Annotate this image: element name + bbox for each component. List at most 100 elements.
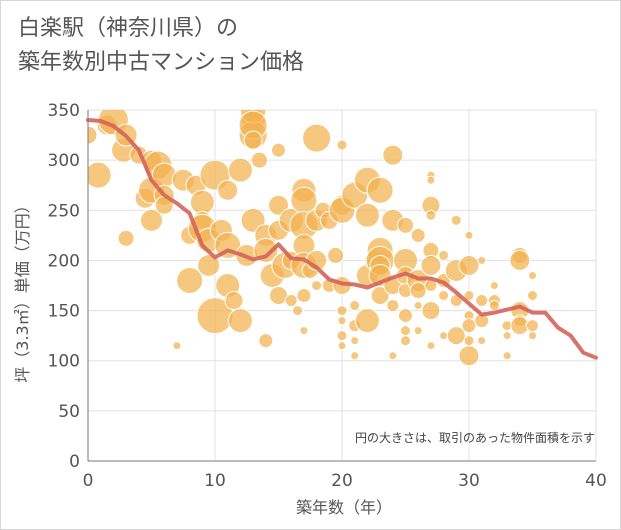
bubble-point: [268, 194, 289, 216]
bubble-point: [409, 282, 427, 300]
trend-line: [86, 118, 598, 360]
bubble-point: [197, 253, 221, 277]
bubble-point: [463, 290, 475, 302]
bubble-point: [509, 249, 531, 271]
bubble-point: [243, 130, 263, 150]
bubble-point: [386, 299, 400, 313]
bubble-point: [88, 125, 98, 145]
bubble-point: [388, 351, 398, 361]
bubble-point: [217, 179, 239, 201]
bubble-point: [400, 335, 411, 347]
bubble-point: [327, 246, 345, 264]
bubble-point: [354, 308, 380, 334]
axes: 0 50 100 150 200 250 300 350 0 10 20 30 40: [48, 101, 607, 491]
bubble-point: [528, 270, 537, 280]
bubble-point: [397, 216, 414, 234]
bubble-point: [446, 326, 466, 346]
bubble-point: [450, 214, 462, 226]
bubble-point: [227, 308, 253, 334]
bubble-point: [337, 341, 347, 351]
bubble-point: [299, 326, 309, 336]
bubble-point: [292, 305, 304, 317]
bubble-point: [349, 300, 361, 312]
bubble-point: [224, 291, 244, 311]
y-tick-label: 300: [48, 151, 80, 171]
bubble-point: [413, 326, 423, 336]
x-tick-label: 10: [204, 471, 226, 491]
bubble-point: [420, 254, 442, 276]
bubble-point: [425, 209, 437, 221]
bubble-point: [400, 325, 411, 337]
bubble-point: [366, 176, 394, 204]
bubble-series: [88, 110, 539, 367]
bubble-point: [421, 301, 441, 321]
bubble-point: [258, 333, 274, 349]
bubble-point: [189, 189, 215, 215]
y-tick-label: 250: [48, 201, 80, 221]
bubble-point: [528, 331, 537, 341]
bubble-point: [296, 288, 312, 304]
y-tick-label: 200: [48, 251, 80, 271]
bubble-point: [336, 305, 348, 317]
y-axis-title: 坪（3.3㎡）単価（万円）: [13, 197, 32, 382]
x-tick-label: 40: [585, 471, 607, 491]
bubble-point: [176, 266, 204, 294]
bubble-point: [172, 341, 182, 351]
bubble-point: [502, 351, 512, 361]
bubble-point: [311, 280, 323, 291]
bubble-point: [370, 286, 390, 306]
bubble-point: [461, 318, 477, 334]
bubble-point: [88, 161, 112, 189]
bubble-point: [350, 351, 360, 361]
bubble-point: [117, 229, 135, 247]
chart-title-line2: 築年数別中古マンション価格: [18, 50, 305, 75]
y-tick-label: 350: [48, 101, 80, 121]
bubble-point: [438, 249, 450, 261]
trend-line-group: [86, 118, 598, 360]
bubble-point: [227, 157, 253, 183]
x-axis-title: 築年数（年）: [296, 498, 392, 517]
bubble-point: [250, 151, 268, 169]
bubble-point: [439, 331, 449, 341]
y-tick-label: 50: [58, 402, 80, 422]
bubble-point: [382, 144, 404, 166]
bubble-point: [502, 331, 512, 341]
bubble-point: [463, 335, 475, 347]
bubble-point: [413, 301, 423, 311]
bubble-point: [336, 139, 348, 151]
bubble-point: [336, 330, 348, 342]
bubble-point: [489, 281, 499, 290]
bubble-point: [426, 341, 436, 351]
bubble-point: [458, 254, 480, 276]
bubble-point: [398, 308, 413, 324]
bubble-point: [464, 230, 474, 240]
bubble-point: [527, 290, 538, 302]
x-tick-label: 20: [331, 471, 353, 491]
bubble-point: [477, 336, 487, 346]
chart-title: 白楽駅（神奈川県）の 築年数別中古マンション価格: [18, 12, 304, 80]
bubble-point: [410, 227, 426, 243]
bubble-point: [477, 255, 487, 265]
bubble-point: [337, 316, 347, 326]
bubble-point: [290, 186, 318, 214]
bubble-point: [488, 300, 500, 312]
bubble-point: [458, 345, 480, 367]
bubble-point: [438, 290, 450, 302]
bubble-point: [350, 336, 360, 346]
chart-title-line1: 白楽駅（神奈川県）の: [18, 16, 239, 41]
y-tick-label: 100: [48, 352, 80, 372]
size-note: 円の大きさは、取引のあった物件面積を示す: [355, 430, 595, 445]
bubble-point: [426, 175, 436, 185]
bubble-point: [271, 142, 286, 158]
x-tick-label: 0: [83, 471, 94, 491]
bubble-point: [269, 286, 288, 306]
bubble-point: [284, 294, 298, 308]
y-tick-label: 150: [48, 302, 80, 322]
bubble-point: [302, 123, 332, 153]
y-tick-label: 0: [69, 452, 80, 472]
bubble-point: [140, 208, 163, 232]
bubble-point: [354, 202, 380, 228]
bubble-point: [475, 294, 489, 308]
x-tick-label: 30: [458, 471, 480, 491]
